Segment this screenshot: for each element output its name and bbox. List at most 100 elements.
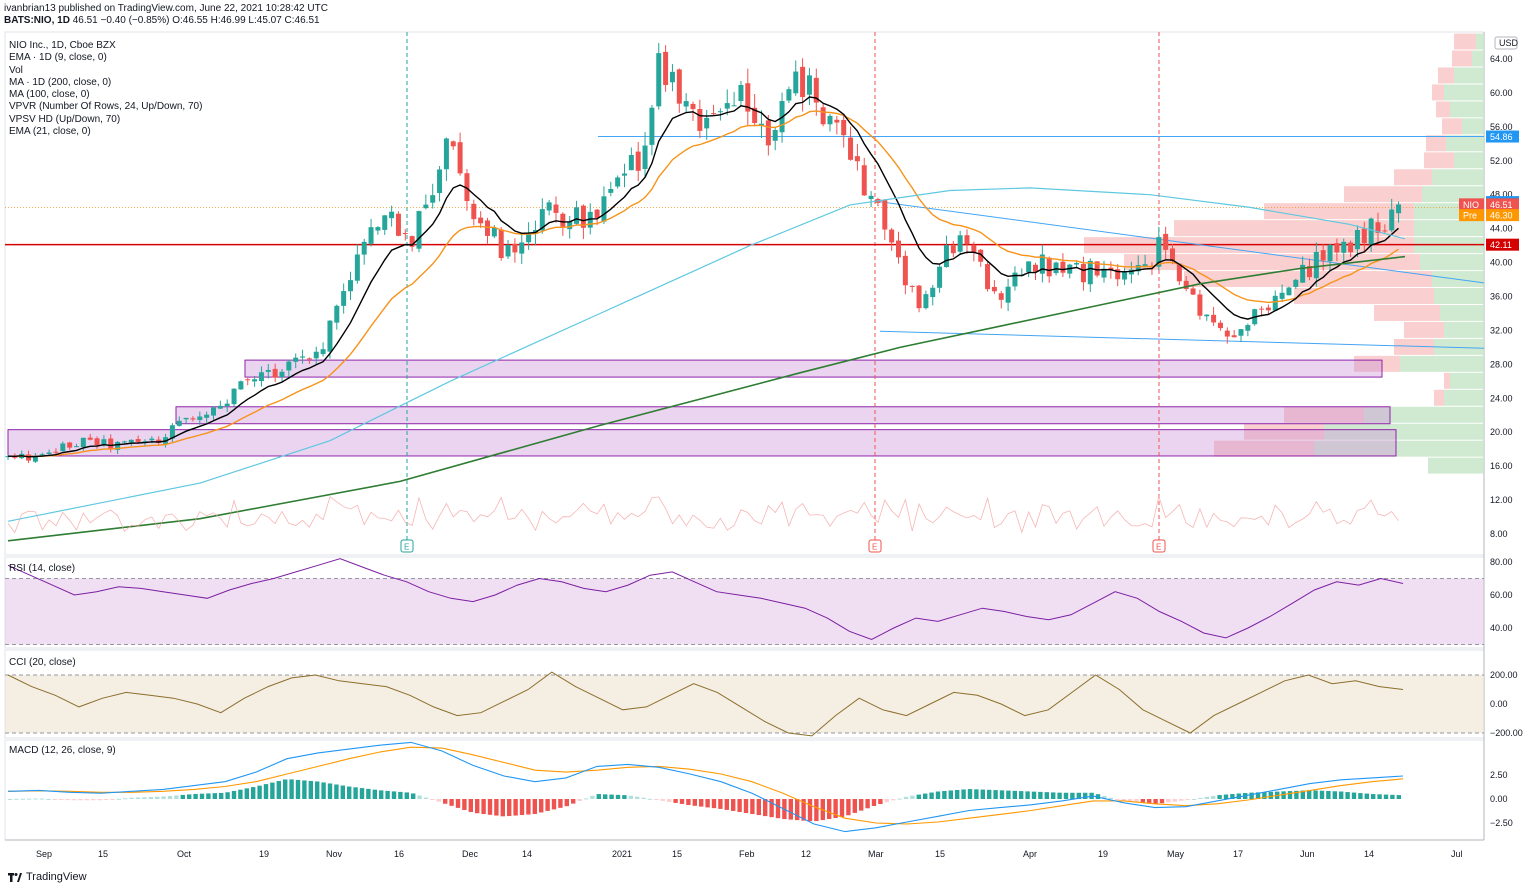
price-tick-label: 28.00 — [1490, 359, 1513, 369]
price-tick-label: 36.00 — [1490, 292, 1513, 302]
legend-ema9[interactable]: EMA · 1D (9, close, 0) — [9, 52, 107, 64]
candle — [1382, 224, 1388, 233]
candle-body — [587, 211, 593, 228]
macd-histogram-bar — [1339, 791, 1344, 799]
candle — [1060, 253, 1066, 277]
candle-body — [1074, 263, 1080, 265]
candle-body — [1080, 264, 1086, 283]
macd-histogram-bar — [583, 798, 589, 800]
candle-body — [252, 379, 258, 382]
candle — [697, 99, 703, 139]
candle-body — [67, 442, 73, 448]
legend-vpsv[interactable]: VPSV HD (Up/Down, 70) — [9, 113, 121, 125]
macd-histogram-bar — [743, 799, 749, 814]
macd-histogram-bar — [775, 799, 781, 819]
rsi-tick-label: 60.00 — [1490, 590, 1513, 600]
candle — [306, 357, 312, 364]
macd-histogram-bar — [1185, 799, 1190, 800]
candle — [1279, 284, 1285, 303]
candle-body — [998, 293, 1004, 300]
macd-tick-label: 2.50 — [1490, 770, 1508, 780]
candle — [683, 93, 689, 113]
candle-body — [1156, 237, 1162, 267]
macd-histogram-bar — [1172, 799, 1177, 802]
candle — [1375, 212, 1381, 244]
candle-body — [471, 203, 477, 220]
time-tick-label: Oct — [177, 849, 192, 859]
candle — [971, 241, 977, 262]
macd-histogram-bar — [571, 799, 576, 804]
downtrend-line — [877, 201, 1485, 284]
price-tag-name-bg — [1459, 198, 1484, 211]
candle — [361, 238, 367, 265]
candle-body — [635, 151, 641, 171]
macd-histogram-bar — [206, 793, 211, 799]
vpvr-up-bar — [1428, 457, 1484, 474]
candle-body — [1389, 209, 1395, 231]
candle — [964, 229, 970, 254]
candle-body — [1060, 261, 1066, 273]
candle-body — [272, 368, 278, 378]
candle-body — [848, 137, 854, 160]
candle-body — [437, 169, 443, 194]
legend-ema21[interactable]: EMA (21, close, 0) — [9, 126, 91, 138]
symbol: BATS:NIO, 1D — [4, 15, 70, 26]
candle — [1348, 240, 1354, 258]
candle — [60, 441, 66, 452]
candle — [1272, 290, 1278, 311]
time-tick-label: 19 — [259, 849, 269, 859]
candle-body — [608, 188, 614, 193]
macd-histogram-bar — [1255, 792, 1261, 799]
candle — [471, 199, 477, 226]
candle-body — [1238, 329, 1244, 336]
candle-body — [1354, 229, 1360, 250]
vpvr-up-bar — [1450, 101, 1484, 118]
vpvr-up-bar — [1462, 118, 1484, 135]
legend-vpvr[interactable]: VPVR (Number Of Rows, 24, Up/Down, 70) — [9, 101, 203, 113]
legend-vol[interactable]: Vol — [9, 64, 23, 76]
macd-histogram-bar — [308, 780, 313, 799]
candle-body — [32, 455, 38, 462]
macd-histogram-bar — [1044, 792, 1049, 799]
candle-body — [491, 227, 497, 237]
candle-body — [1245, 325, 1251, 331]
macd-histogram-bar — [404, 792, 409, 799]
candle-body — [382, 215, 388, 230]
macd-histogram-bar — [110, 799, 115, 800]
macd-histogram-bar — [769, 799, 774, 818]
macd-histogram-bar — [551, 799, 557, 810]
macd-histogram-bar — [1307, 790, 1312, 799]
ma200-line — [7, 255, 1406, 542]
candle-body — [60, 443, 66, 452]
macd-histogram-bar — [1345, 792, 1350, 799]
cci-tick-label: 200.00 — [1490, 670, 1518, 680]
legend-ma100[interactable]: MA (100, close, 0) — [9, 89, 90, 101]
time-tick-label: 15 — [935, 849, 945, 859]
candle — [87, 433, 93, 441]
macd-histogram-bar — [327, 783, 333, 799]
candle — [1122, 267, 1128, 285]
candle-body — [464, 173, 470, 202]
vpvr-up-bar — [1444, 84, 1484, 101]
candle — [628, 147, 634, 171]
candle-body — [341, 291, 347, 306]
candle — [382, 215, 388, 235]
macd-histogram-bar — [353, 787, 358, 799]
macd-histogram-bar — [603, 794, 608, 799]
vpvr-down-bar — [1432, 84, 1444, 101]
time-tick-label: Dec — [462, 849, 479, 859]
legend-ma200[interactable]: MA · 1D (200, close, 0) — [9, 76, 112, 88]
macd-histogram-bar — [1191, 798, 1197, 800]
candle-body — [1259, 308, 1265, 310]
macd-histogram-bar — [1294, 790, 1299, 799]
candle-body — [697, 108, 703, 131]
candle — [1389, 198, 1395, 233]
macd-histogram-bar — [654, 799, 659, 800]
candle — [669, 64, 675, 92]
candle — [1265, 304, 1271, 315]
macd-histogram-bar — [411, 793, 416, 799]
macd-histogram-bar — [1223, 794, 1229, 799]
footer-brand[interactable]: TradingView — [8, 871, 87, 883]
macd-histogram-bar — [372, 789, 377, 799]
